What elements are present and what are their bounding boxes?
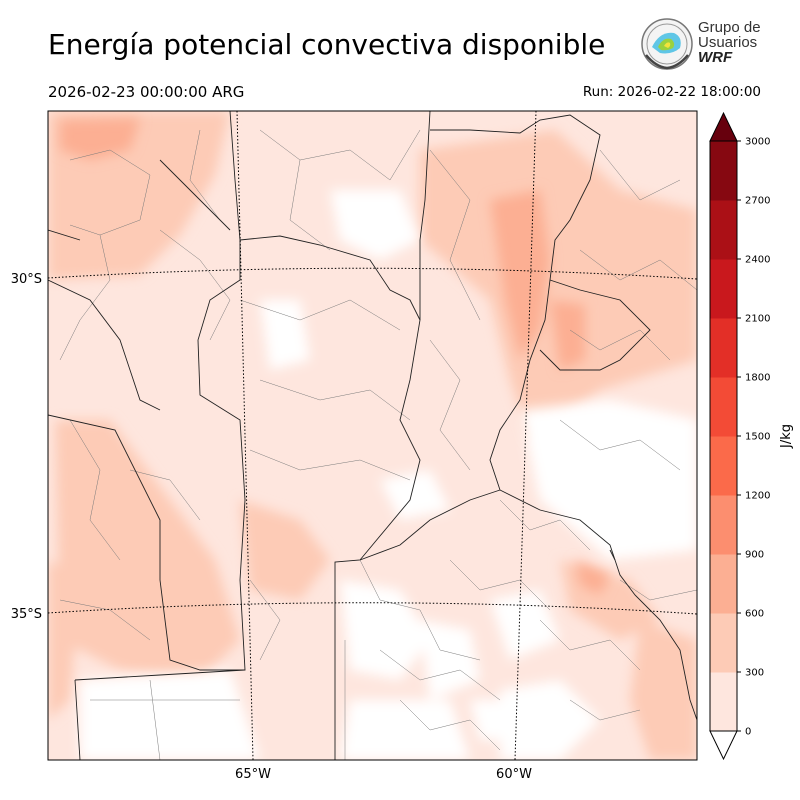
colorbar-tick-label: 0 [745,727,751,738]
colorbar-segment [710,554,737,614]
lon-label-60w: 60°W [496,767,532,782]
colorbar-segment [710,377,737,437]
colorbar-tick-label: 1500 [745,432,770,443]
colorbar-tick-label: 2100 [745,314,770,325]
logo-line-2: Usuarios [698,34,758,51]
lon-label-65w: 65°W [235,767,271,782]
colorbar-segment [710,613,737,673]
colorbar-segment [710,436,737,496]
colorbar-segment [710,672,737,732]
colorbar-tick-label: 600 [745,609,764,620]
colorbar-tick-label: 900 [745,550,764,561]
province-boundaries [48,111,651,760]
colorbar-tick-label: 3000 [745,137,770,148]
cape-field [48,111,697,760]
valid-time: 2026-02-23 00:00:00 ARG [48,83,245,101]
wrf-group-logo: Grupo de Usuarios WRF [638,17,768,73]
colorbar-segment [710,318,737,378]
logo-line-3: WRF [698,49,733,66]
colorbar-tick-label: 300 [745,668,764,679]
colorbar-segment [710,141,737,201]
colorbar-unit-label: J/kg [779,424,794,449]
logo-line-1: Grupo de [698,19,761,36]
lat-label-30s: 30°S [11,272,42,287]
logo-emblem-icon [641,18,693,70]
logo-text: Grupo de Usuarios WRF [698,20,761,65]
colorbar-over-extension [709,111,738,142]
run-time: Run: 2026-02-22 18:00:00 [582,84,761,100]
colorbar: 0 300 600 900 1200 1500 1800 2100 2400 2700 3000 [709,111,770,761]
colorbar-tick-label: 1800 [745,373,770,384]
southern-boundary [74,669,246,760]
colorbar-segment [710,200,737,260]
colorbar-segment [710,495,737,555]
colorbar-tick-label: 2400 [745,255,770,266]
cape-600-900-zones [60,118,610,595]
colorbar-tick-label: 2700 [745,196,770,207]
map-title: Energía potencial convectiva disponible [48,28,606,61]
colorbar-under-extension [709,730,738,761]
colorbar-tick-label: 1200 [745,491,770,502]
coastline [609,549,697,721]
colorbar-segment [710,259,737,319]
map-frame [47,110,698,761]
department-boundaries [59,129,697,760]
lat-label-35s: 35°S [11,607,42,622]
graticule-parallels [48,267,697,615]
